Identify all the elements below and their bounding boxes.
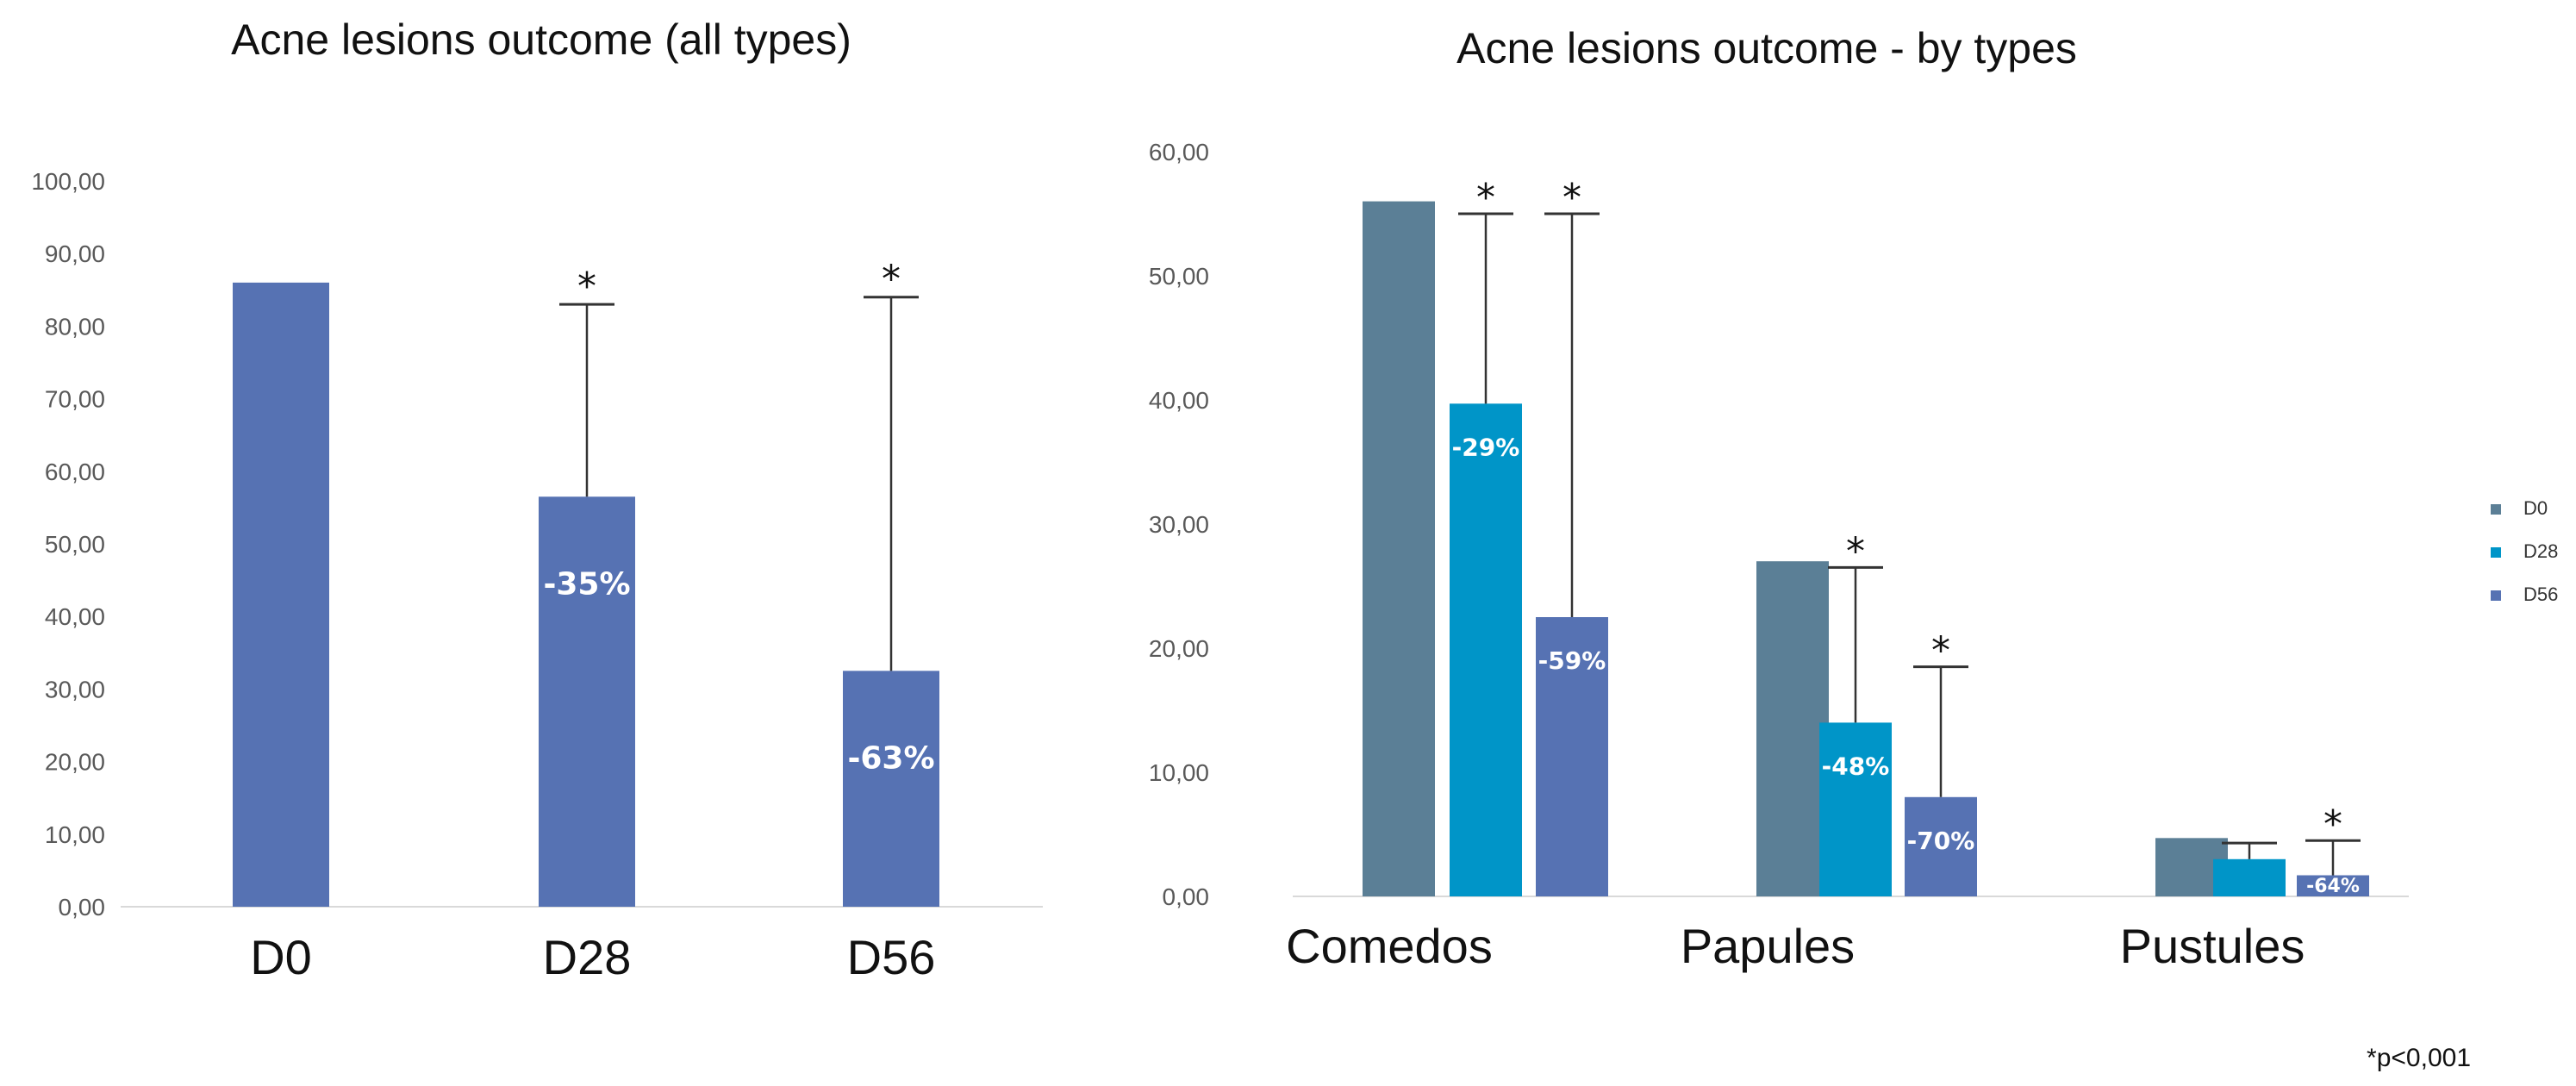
chart2-ytick-label: 0,00: [1163, 883, 1210, 910]
chart2-legend: D0 D28 D56: [2491, 497, 2558, 605]
chart2-pct-label: -29%: [1452, 433, 1520, 461]
significance-footnote: *p<0,001: [2367, 1044, 2471, 1072]
chart2-bar-comedos-d0: [1363, 201, 1435, 897]
chart1-category-label: D56: [847, 930, 936, 984]
chart1-category-label: D0: [250, 930, 312, 984]
chart1-ytick-label: 60,00: [45, 459, 105, 485]
chart1-significance-star: *: [577, 265, 596, 309]
chart1-ytick-label: 100,00: [31, 168, 105, 195]
chart2-category-label: Pustules: [2120, 919, 2305, 973]
chart2-pct-label: -64%: [2306, 876, 2360, 897]
chart2-category-label: Comedos: [1286, 919, 1493, 973]
chart2-significance-star: *: [1476, 176, 1495, 220]
chart2-significance-star: *: [2323, 802, 2342, 846]
chart2-bar-comedos-d56: [1536, 617, 1608, 896]
chart2-ytick-label: 20,00: [1149, 635, 1209, 662]
chart1-category-label: D28: [543, 930, 632, 984]
chart2-significance-star: *: [1846, 529, 1865, 573]
chart1-ytick-label: 80,00: [45, 313, 105, 340]
chart1-significance-star: *: [882, 258, 901, 302]
legend-label-d56: D56: [2523, 584, 2558, 605]
chart2-ytick-label: 30,00: [1149, 511, 1209, 538]
chart1-ytick-label: 20,00: [45, 749, 105, 776]
chart2-pct-label: -59%: [1538, 646, 1606, 675]
chart1-ytick-label: 90,00: [45, 240, 105, 267]
chart1-pct-label: -35%: [543, 566, 630, 602]
chart2-significance-star: *: [1562, 176, 1581, 220]
chart1-ytick-label: 50,00: [45, 531, 105, 558]
chart2-bar-papules-d28: [1819, 722, 1892, 896]
chart1-ytick-label: 0,00: [59, 894, 106, 921]
chart2-title: Acne lesions outcome - by types: [1456, 24, 2077, 72]
legend-swatch-d56: [2491, 590, 2501, 601]
chart1-ytick-label: 10,00: [45, 821, 105, 848]
chart1-title: Acne lesions outcome (all types): [231, 16, 851, 64]
chart2-bar-comedos-d28: [1450, 403, 1522, 896]
chart-all-types: Acne lesions outcome (all types) 0,00 10,…: [31, 16, 1043, 984]
chart1-bar-d56: [843, 671, 939, 907]
chart2-pct-label: -48%: [1822, 752, 1890, 780]
chart1-ytick-label: 70,00: [45, 386, 105, 413]
legend-swatch-d0: [2491, 504, 2501, 515]
chart2-bar-papules-d56: [1905, 796, 1977, 896]
chart2-ytick-label: 60,00: [1149, 139, 1209, 165]
chart1-ytick-label: 30,00: [45, 676, 105, 702]
chart2-ytick-label: 40,00: [1149, 387, 1209, 414]
chart2-significance-star: *: [1931, 629, 1950, 673]
chart1-ytick-label: 40,00: [45, 603, 105, 630]
chart2-ytick-label: 50,00: [1149, 263, 1209, 290]
legend-swatch-d28: [2491, 547, 2501, 558]
chart2-bar-pustules-d28: [2213, 858, 2286, 896]
chart2-category-label: Papules: [1681, 919, 1855, 973]
chart1-bar-d0: [233, 282, 329, 907]
chart2-pct-label: -70%: [1907, 827, 1975, 855]
chart1-bar-d28: [539, 496, 635, 907]
chart1-pct-label: -63%: [847, 740, 934, 776]
chart-by-types: Acne lesions outcome - by types 0,00 10,0…: [1149, 24, 2558, 973]
chart2-bar-papules-d0: [1756, 561, 1829, 896]
chart2-bar-pustules-d56: [2297, 875, 2369, 896]
legend-label-d28: D28: [2523, 540, 2558, 562]
chart2-ytick-label: 10,00: [1149, 759, 1209, 786]
legend-label-d0: D0: [2523, 497, 2548, 519]
